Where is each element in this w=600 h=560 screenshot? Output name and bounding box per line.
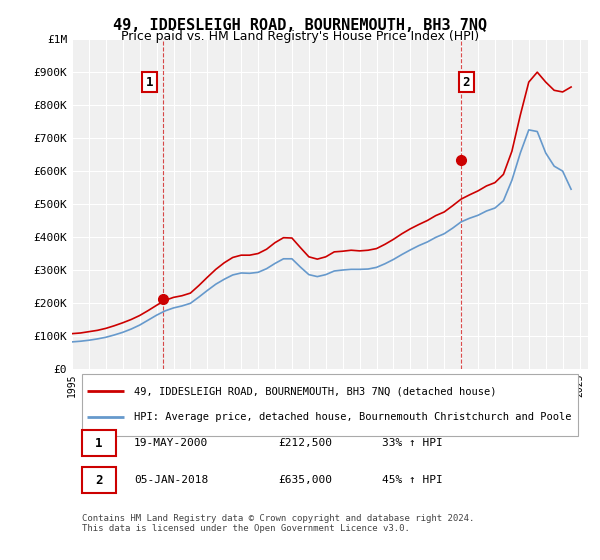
Text: 45% ↑ HPI: 45% ↑ HPI [382,475,442,485]
Text: 19-MAY-2000: 19-MAY-2000 [134,438,208,448]
Text: 1: 1 [95,437,103,450]
FancyBboxPatch shape [82,430,116,456]
Text: 2: 2 [463,76,470,88]
Text: 33% ↑ HPI: 33% ↑ HPI [382,438,442,448]
FancyBboxPatch shape [82,375,578,436]
Text: 1: 1 [146,76,153,88]
Text: 2: 2 [95,474,103,487]
Text: 49, IDDESLEIGH ROAD, BOURNEMOUTH, BH3 7NQ: 49, IDDESLEIGH ROAD, BOURNEMOUTH, BH3 7N… [113,18,487,33]
Text: Contains HM Land Registry data © Crown copyright and database right 2024.
This d: Contains HM Land Registry data © Crown c… [82,514,475,533]
Text: £212,500: £212,500 [278,438,332,448]
Text: 05-JAN-2018: 05-JAN-2018 [134,475,208,485]
Text: Price paid vs. HM Land Registry's House Price Index (HPI): Price paid vs. HM Land Registry's House … [121,30,479,43]
Text: £635,000: £635,000 [278,475,332,485]
FancyBboxPatch shape [82,467,116,493]
Text: HPI: Average price, detached house, Bournemouth Christchurch and Poole: HPI: Average price, detached house, Bour… [134,412,571,422]
Text: 49, IDDESLEIGH ROAD, BOURNEMOUTH, BH3 7NQ (detached house): 49, IDDESLEIGH ROAD, BOURNEMOUTH, BH3 7N… [134,386,496,396]
